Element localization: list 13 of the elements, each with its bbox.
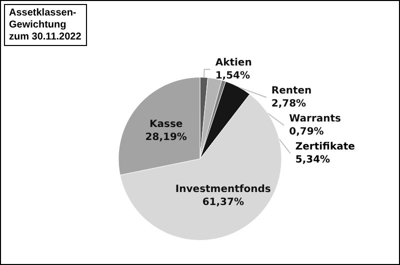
- slice-label: Renten: [271, 85, 312, 96]
- data-label: 28,19%: [145, 132, 187, 144]
- slice-label: Aktien: [215, 57, 252, 68]
- data-label: 5,34%: [295, 154, 330, 166]
- slice-label: Zertifikate: [295, 141, 356, 152]
- data-label: 0,79%: [289, 126, 324, 138]
- slice-label: Investmentfonds: [175, 184, 271, 195]
- slice-label: Warrants: [289, 113, 342, 124]
- data-label: 2,78%: [271, 98, 306, 110]
- chart-title: Assetklassen- Gewichtung zum 30.11.2022: [9, 8, 82, 42]
- data-label: 61,37%: [202, 196, 244, 208]
- slice-label: Kasse: [150, 119, 183, 130]
- data-label: 1,54%: [215, 70, 250, 82]
